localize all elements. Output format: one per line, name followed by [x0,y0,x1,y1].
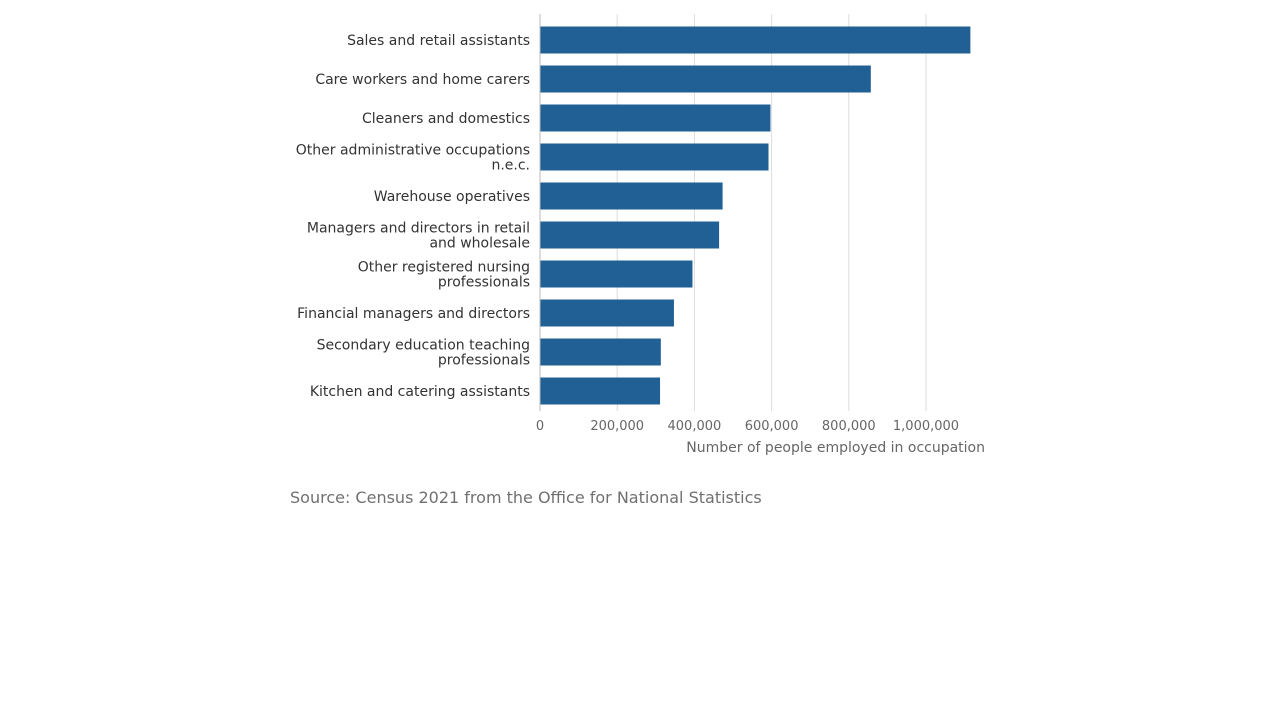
x-axis-title: Number of people employed in occupation [686,440,985,456]
x-tick-label: 200,000 [590,419,644,434]
source-note: Source: Census 2021 from the Office for … [290,488,762,507]
x-tick-label: 800,000 [822,419,876,434]
x-tick-labels: 0 200,000 400,000 600,000 800,000 1,000,000 [536,419,959,434]
category-label: Financial managers and directors [297,306,530,322]
category-label: Other administrative occupations n.e.c. [296,143,530,174]
bar [540,65,871,93]
category-label: Cleaners and domestics [362,111,530,127]
bar [540,338,661,366]
bar-chart: Sales and retail assistants Care workers … [296,14,985,456]
bar [540,260,693,288]
x-tick-label: 400,000 [668,419,722,434]
category-label: Warehouse operatives [374,189,530,205]
category-label: Secondary education teaching professional… [317,338,530,369]
x-tick-label: 600,000 [745,419,799,434]
bar [540,182,723,210]
bar [540,104,771,132]
bar [540,377,661,405]
x-tick-label: 0 [536,419,544,434]
category-label: Other registered nursing professionals [358,260,530,291]
bar [540,26,971,54]
bars [540,26,971,405]
bar [540,143,769,171]
bar [540,221,720,249]
category-label: Kitchen and catering assistants [310,384,530,400]
category-labels: Sales and retail assistants Care workers … [296,33,530,400]
category-label: Managers and directors in retail and whol… [307,221,530,252]
bar [540,299,674,327]
category-label: Care workers and home carers [315,72,530,88]
category-label: Sales and retail assistants [347,33,530,49]
x-tick-label: 1,000,000 [893,419,959,434]
